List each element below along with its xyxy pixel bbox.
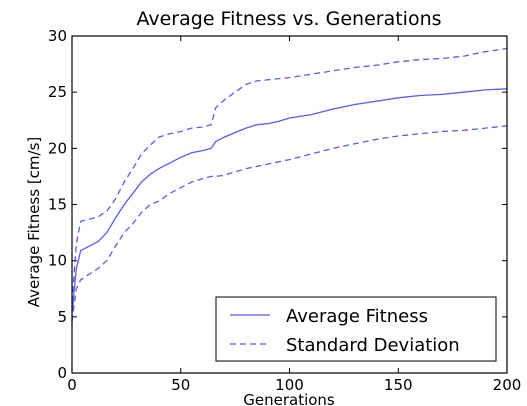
y-tick-label: 20: [48, 139, 67, 157]
series-line-0: [71, 88, 508, 314]
x-tick-label: 150: [384, 376, 413, 394]
legend-label-standard-deviation: Standard Deviation: [286, 335, 460, 356]
y-tick-label: 15: [48, 196, 67, 214]
legend-label-average-fitness: Average Fitness: [286, 306, 428, 327]
series-line-1: [71, 47, 508, 303]
y-tick-label: 30: [48, 27, 67, 45]
x-tick-label: 50: [171, 376, 190, 394]
plot-frame: [71, 35, 508, 374]
legend: Average Fitness Standard Deviation: [215, 296, 497, 362]
x-tick-label: 100: [275, 376, 304, 394]
axis-ticks: 0 50 100 150 200 0 5 10 15 20 25 30: [48, 27, 521, 394]
series-line-2: [71, 125, 508, 322]
x-tick-label: 0: [67, 376, 77, 394]
y-tick-label: 10: [48, 252, 67, 270]
legend-box: [215, 296, 497, 362]
x-tick-label: 200: [493, 376, 522, 394]
series-lines: [71, 47, 508, 322]
y-tick-label: 25: [48, 83, 67, 101]
y-axis-label: Average Fitness [cm/s]: [25, 137, 43, 308]
x-axis-label: Generations: [243, 391, 335, 406]
y-tick-label: 5: [57, 308, 67, 326]
chart-title: Average Fitness vs. Generations: [136, 8, 441, 30]
y-tick-label: 0: [57, 364, 67, 382]
